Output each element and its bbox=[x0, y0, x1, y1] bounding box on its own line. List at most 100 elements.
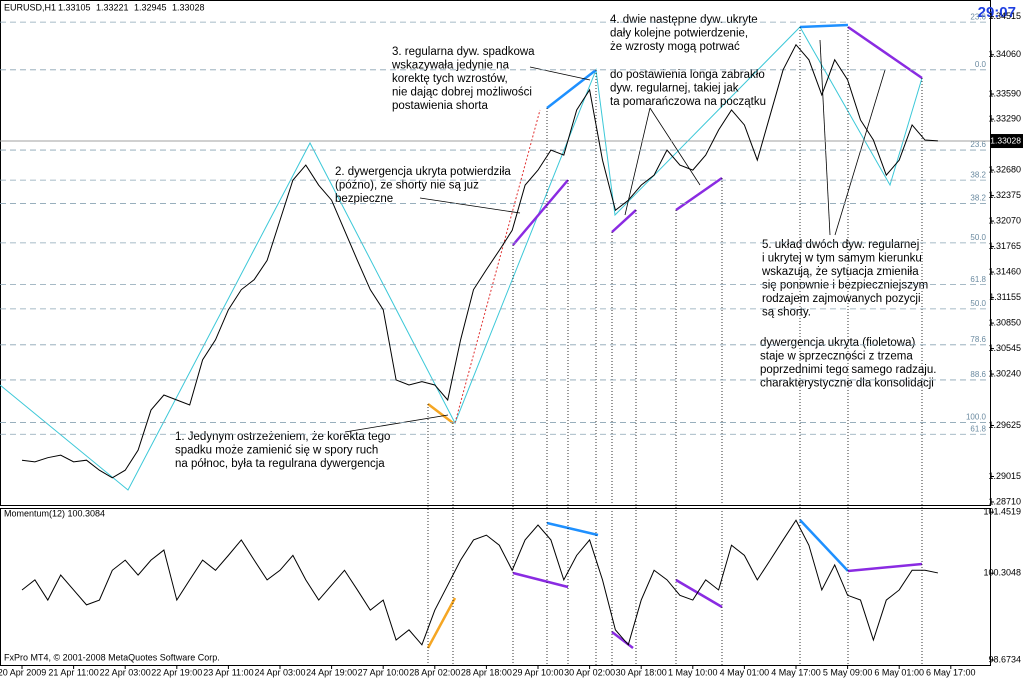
y-tick-label: 100.3048 bbox=[983, 568, 1021, 578]
arrow bbox=[649, 107, 701, 186]
x-tick-label: 28 Apr 02:00 bbox=[409, 667, 460, 677]
x-tick-label: 30 Apr 02:00 bbox=[564, 667, 615, 677]
divergence-line bbox=[611, 209, 637, 233]
divergence-line bbox=[799, 519, 849, 572]
y-tick-label: 1.31765 bbox=[988, 241, 1021, 251]
divergence-line bbox=[799, 23, 849, 29]
annotation-line: poprzednimi tego samego radzaju. bbox=[760, 364, 936, 376]
fib-label: 61.8 bbox=[970, 424, 986, 433]
y-tick-label: 1.30240 bbox=[988, 368, 1021, 378]
annotation-line: (późno), że shorty nie są już bbox=[335, 180, 479, 192]
annotation-line: do postawienia longa zabrakło bbox=[610, 69, 765, 81]
annotation-line: postawienia shorta bbox=[392, 100, 488, 112]
symbol: EURUSD,H1 bbox=[4, 2, 56, 12]
divergence-line bbox=[512, 179, 569, 246]
y-tick-label: 1.33290 bbox=[988, 113, 1021, 123]
x-tick-label: 20 Apr 2009 bbox=[0, 667, 46, 677]
y-tick-label: 1.30850 bbox=[988, 317, 1021, 327]
ohlc-value: 1.32945 bbox=[134, 2, 167, 12]
y-tick-label: 1.34515 bbox=[988, 11, 1021, 21]
divergence-line bbox=[675, 176, 723, 212]
annotation-line: staje w sprzeczności z trzema bbox=[760, 351, 913, 363]
divergence-line bbox=[611, 631, 634, 649]
annotation-line: dyw. regularnej, takiej jak bbox=[610, 83, 739, 95]
y-tick-label: 98.6734 bbox=[988, 654, 1021, 664]
ohlc-value: 1.33105 bbox=[58, 2, 91, 12]
bar-timer: 29:07 bbox=[978, 4, 1016, 21]
x-tick-label: 27 Apr 10:00 bbox=[358, 667, 409, 677]
annotation-line: rodzajem zajmowanych pozycji bbox=[762, 293, 921, 305]
divergence-line bbox=[847, 562, 923, 573]
vertical-guides bbox=[427, 27, 923, 665]
ohlc-value: 1.33221 bbox=[96, 2, 129, 12]
annotation-line: wskazywała jedynie na bbox=[391, 60, 510, 72]
arrow bbox=[819, 39, 831, 236]
arrow bbox=[529, 66, 591, 81]
y-tick-label: 1.30545 bbox=[988, 343, 1021, 353]
divergence-line bbox=[546, 69, 597, 109]
divergence-line bbox=[426, 597, 457, 649]
annotation-line: ta pomarańczowa na początku bbox=[610, 96, 766, 108]
y-tick-label: 1.32070 bbox=[988, 215, 1021, 225]
x-tick-label: 29 Apr 10:00 bbox=[512, 667, 563, 677]
annotation-line: na północ, była ta regulrana dywergencja bbox=[175, 458, 385, 470]
price-line bbox=[21, 43, 938, 479]
annotation-line: że wzrosty mogą potrwać bbox=[610, 41, 740, 53]
x-tick-label: 4 May 17:00 bbox=[771, 667, 821, 677]
x-tick-label: 22 Apr 03:00 bbox=[100, 667, 151, 677]
divergence-line bbox=[427, 403, 454, 424]
y-tick-label: 1.33590 bbox=[988, 88, 1021, 98]
divergence-line bbox=[675, 578, 723, 609]
divergence-line bbox=[512, 571, 569, 589]
annotation-line: wskazują, że sytuacja zmieniła bbox=[761, 266, 919, 278]
annotation-line: są shorty. bbox=[762, 307, 811, 319]
arrow bbox=[419, 197, 521, 214]
fib-label: 50.0 bbox=[970, 299, 986, 308]
annotation-line: się ponownie i bezpieczniejszym bbox=[762, 280, 928, 292]
x-tick-label: 24 Apr 19:00 bbox=[306, 667, 357, 677]
fib-label: 88.6 bbox=[970, 370, 986, 379]
x-tick-label: 23 Apr 11:00 bbox=[203, 667, 253, 677]
x-tick-label: 1 May 10:00 bbox=[668, 667, 718, 677]
price-panel bbox=[0, 0, 991, 506]
x-tick-label: 6 May 17:00 bbox=[926, 667, 976, 677]
y-tick-label: 101.4519 bbox=[983, 507, 1021, 517]
x-tick-label: 21 Apr 11:00 bbox=[48, 667, 98, 677]
x-tick-label: 5 May 09:00 bbox=[823, 667, 873, 677]
y-tick-label: 1.32680 bbox=[988, 164, 1021, 174]
fib-label: 100.0 bbox=[966, 413, 987, 422]
annotation-line: 1. Jedynym ostrzeżeniem, że korekta tego bbox=[175, 431, 390, 443]
annotation-line: spadku może zamienić się w spory ruch bbox=[175, 445, 378, 457]
annotation-line: 3. regularna dyw. spadkowa bbox=[392, 46, 535, 58]
fib-label: 38.2 bbox=[970, 170, 986, 179]
annotation-line: korektę tych wzrostów, bbox=[392, 73, 508, 85]
y-tick-label: 1.31155 bbox=[989, 292, 1021, 302]
annotation-line: 4. dwie następne dyw. ukryte bbox=[610, 14, 758, 26]
copyright: FxPro MT4, © 2001-2008 MetaQuotes Softwa… bbox=[4, 652, 220, 662]
y-tick-label: 1.29625 bbox=[988, 420, 1021, 430]
momentum-panel bbox=[0, 508, 991, 666]
x-tick-label: 28 Apr 18:00 bbox=[461, 667, 512, 677]
y-tick-label: 1.28710 bbox=[988, 496, 1021, 506]
price-tag bbox=[991, 134, 1023, 149]
annotation-line: 5. układ dwóch dyw. regularnej bbox=[762, 239, 919, 251]
arrows bbox=[344, 39, 886, 433]
annotation-line: dały kolejne potwierdzenie, bbox=[610, 28, 748, 40]
annotation-line: i ukrytej w tym samym kierunku bbox=[762, 253, 922, 265]
fib-label: 0.0 bbox=[975, 60, 987, 69]
arrow bbox=[344, 414, 449, 433]
y-tick-label: 1.34060 bbox=[988, 49, 1021, 59]
arrow bbox=[624, 107, 651, 216]
price-line bbox=[21, 519, 939, 646]
fib-label: 23.6 bbox=[970, 140, 986, 149]
annotation-line: nie dając dobrej możliwości bbox=[392, 87, 532, 99]
annotation-line: bezpieczne bbox=[335, 193, 393, 205]
y-tick-label: 1.29015 bbox=[988, 471, 1021, 481]
x-tick-label: 4 May 01:00 bbox=[720, 667, 770, 677]
annotation-line: charakterystyczne dla konsolidacji bbox=[760, 378, 934, 390]
fib-label: 50.0 bbox=[970, 233, 986, 242]
divergence-line bbox=[546, 521, 599, 537]
y-tick-label: 1.31460 bbox=[988, 266, 1021, 276]
arrow bbox=[834, 69, 886, 236]
